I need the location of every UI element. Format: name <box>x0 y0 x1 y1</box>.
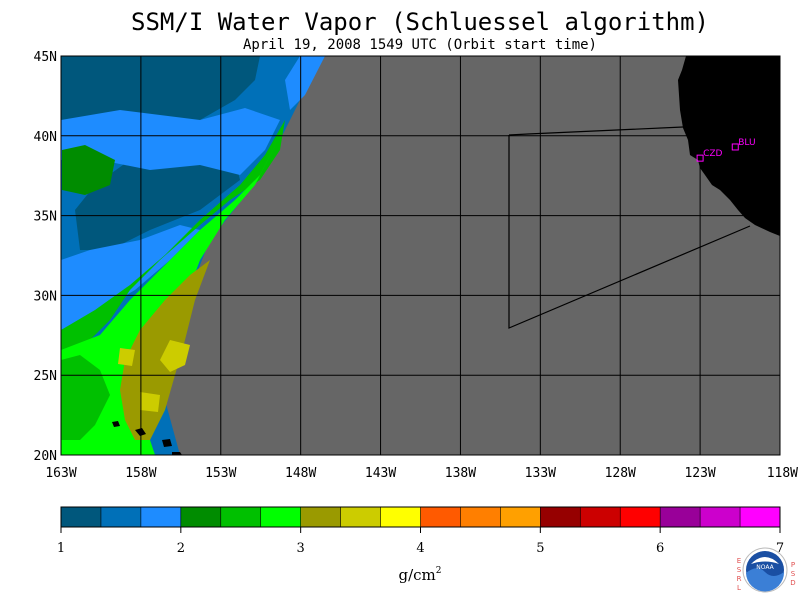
lon-tick-label: 158W <box>125 466 156 481</box>
station-label: BLU <box>738 138 755 148</box>
colorbar-unit-label: g/cm2 <box>398 566 441 584</box>
colorbar-segment <box>740 507 781 527</box>
colorbar-segment <box>580 507 621 527</box>
lon-tick-label: 123W <box>684 466 715 481</box>
map-grid <box>61 56 780 455</box>
station-label: CZD <box>703 149 722 159</box>
colorbar-tick-label: 5 <box>536 541 544 556</box>
esrl-letter: E <box>737 557 741 565</box>
colorbar-segment <box>61 507 102 527</box>
colorbar-segment <box>180 507 222 527</box>
psd-letters: PSD <box>790 561 795 587</box>
lat-tick-label: 30N <box>34 289 57 304</box>
colorbar-tick-label: 2 <box>177 541 185 556</box>
colorbar-segment <box>460 507 501 527</box>
colorbar-tick-label: 1 <box>57 541 65 556</box>
colorbar-tick-label: 6 <box>656 541 664 556</box>
colorbar-tick-labels: 1 2 3 4 5 6 7 <box>57 527 784 556</box>
psd-letter: P <box>791 561 795 569</box>
colorbar-segment <box>220 507 262 527</box>
lon-tick-label: 133W <box>525 466 556 481</box>
land-mass <box>678 56 780 236</box>
region-outline <box>508 135 751 329</box>
lat-tick-label: 35N <box>34 210 57 225</box>
colorbar-tick-label: 4 <box>416 541 424 556</box>
colorbar-tick-label: 3 <box>297 541 305 556</box>
colorbar-segment <box>420 507 461 527</box>
lat-tick-label: 25N <box>34 369 57 384</box>
chart-subtitle: April 19, 2008 1549 UTC (Orbit start tim… <box>243 37 597 53</box>
colorbar <box>60 506 781 528</box>
psd-letter: S <box>791 570 796 578</box>
map-plot-area: CZD BLU <box>61 56 780 455</box>
colorbar-segment <box>300 507 342 527</box>
colorbar-segment <box>660 507 701 527</box>
lat-tick-label: 20N <box>34 449 57 464</box>
lat-tick-label: 45N <box>34 50 57 65</box>
lon-tick-label: 163W <box>45 466 76 481</box>
water-vapor-swath <box>61 56 325 455</box>
latitude-tick-labels: 45N 40N 35N 30N 25N 20N <box>34 50 57 464</box>
esrl-letter: L <box>737 584 741 592</box>
lon-tick-label: 153W <box>205 466 236 481</box>
lon-tick-label: 128W <box>605 466 636 481</box>
esrl-letter: S <box>737 566 742 574</box>
lat-tick-label: 40N <box>34 130 57 145</box>
lon-tick-label: 143W <box>365 466 396 481</box>
noaa-logo-text: NOAA <box>756 564 774 571</box>
colorbar-segment <box>340 507 382 527</box>
station-marker-icon <box>731 143 739 151</box>
colorbar-segment <box>540 507 581 527</box>
colorbar-segment <box>500 507 541 527</box>
colorbar-segment <box>700 507 741 527</box>
noaa-logo-icon: NOAA <box>742 547 788 593</box>
colorbar-segment <box>100 507 142 527</box>
map-border <box>60 55 781 456</box>
lon-tick-label: 118W <box>767 466 798 481</box>
colorbar-segment <box>380 507 421 527</box>
colorbar-tick-label: 7 <box>776 541 784 556</box>
lon-tick-label: 138W <box>445 466 476 481</box>
chart-title: SSM/I Water Vapor (Schluessel algorithm) <box>131 8 709 36</box>
station-marker-icon <box>696 154 704 162</box>
psd-letter: D <box>790 579 795 587</box>
station-markers: CZD BLU <box>696 138 756 162</box>
colorbar-segment <box>260 507 302 527</box>
region-outline-top <box>508 126 684 136</box>
colorbar-segment <box>140 507 182 527</box>
longitude-tick-labels: 163W 158W 153W 148W 143W 138W 133W 128W 123W 118W <box>45 466 798 481</box>
esrl-letter: R <box>737 575 742 583</box>
colorbar-segment <box>620 507 661 527</box>
lon-tick-label: 148W <box>285 466 316 481</box>
